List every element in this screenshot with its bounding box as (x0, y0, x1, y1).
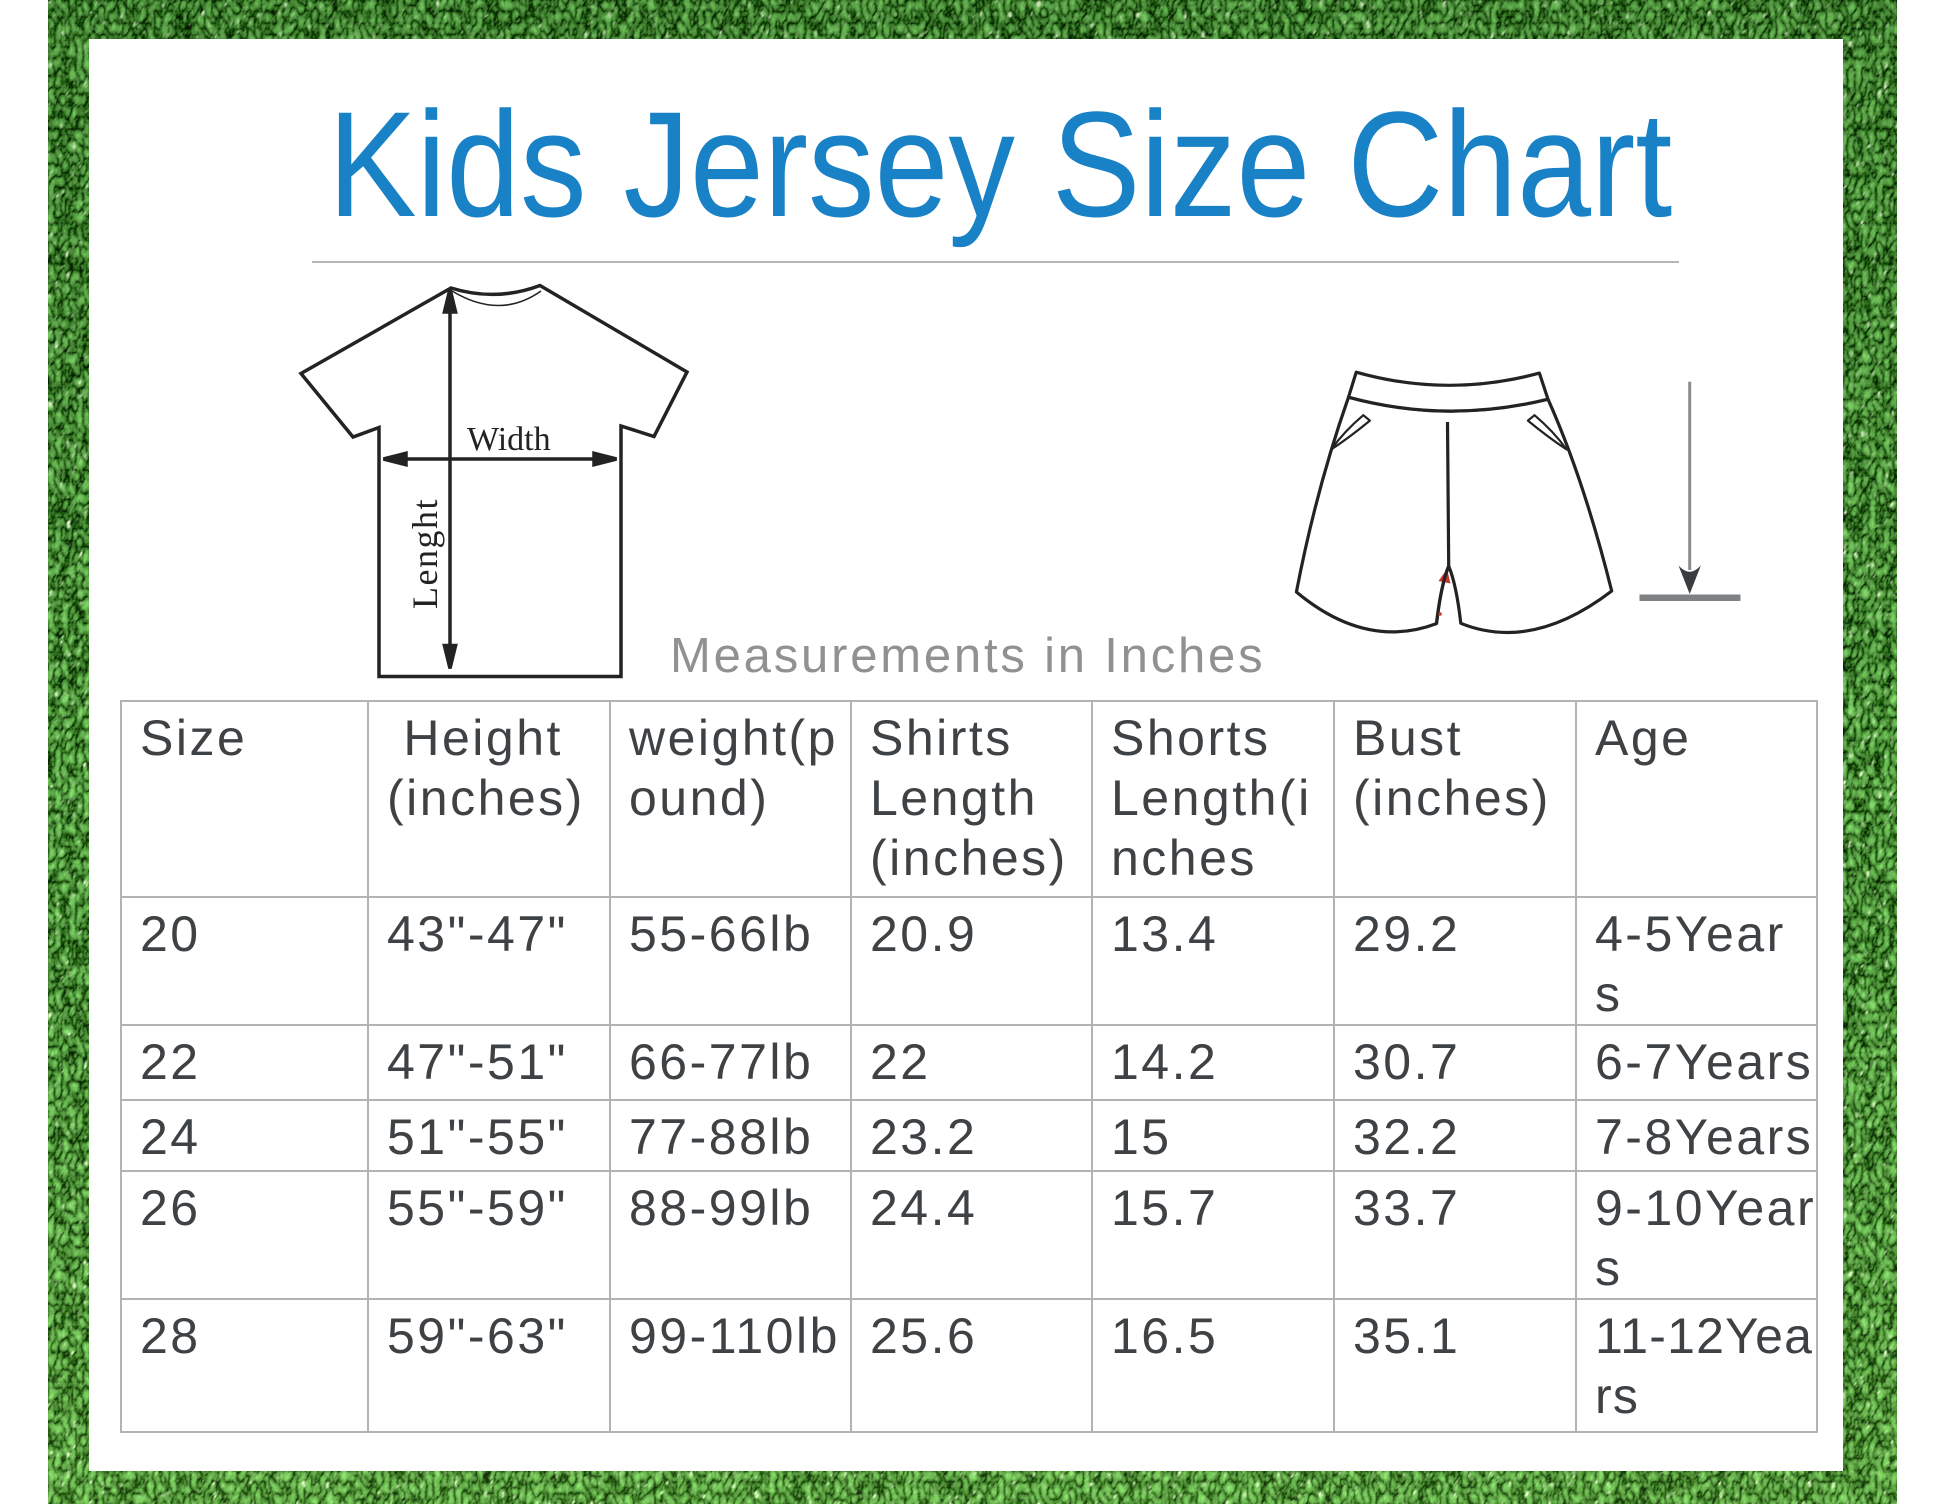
svg-text:Width: Width (467, 421, 551, 458)
svg-text:Lenght: Lenght (405, 498, 445, 609)
